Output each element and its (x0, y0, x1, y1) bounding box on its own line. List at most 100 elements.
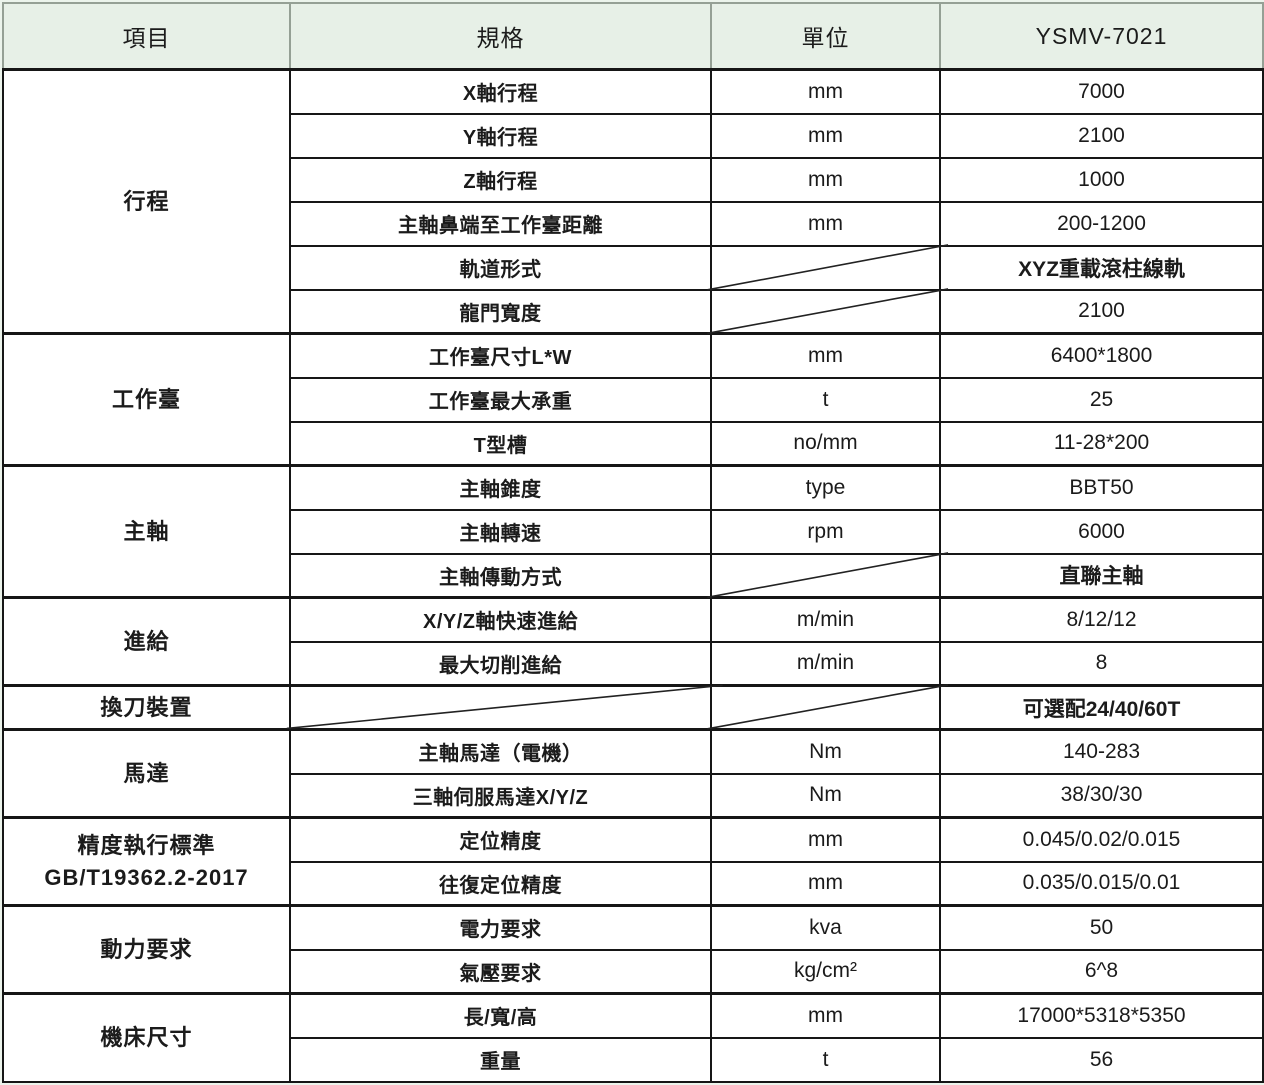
unit-cell: kg/cm² (710, 948, 941, 995)
unit-cell: Nm (710, 728, 941, 775)
spec-cell: 電力要求 (289, 904, 712, 951)
spec-cell: T型槽 (289, 420, 712, 467)
value-cell: 56 (939, 1036, 1264, 1083)
unit-cell: m/min (710, 596, 941, 643)
spec-cell: 往復定位精度 (289, 860, 712, 907)
table-row: 進給 X/Y/Z軸快速進給 m/min 8/12/12 (2, 596, 1264, 687)
spec-cell: 氣壓要求 (289, 948, 712, 995)
unit-cell: mm (710, 816, 941, 863)
unit-cell: mm (710, 68, 941, 115)
table-row: 動力要求 電力要求 kva 50 (2, 904, 1264, 995)
item-cell-motor: 馬達 (2, 728, 291, 819)
item-cell-worktable: 工作臺 (2, 332, 291, 467)
spec-cell: 工作臺最大承重 (289, 376, 712, 423)
unit-cell: t (710, 1036, 941, 1083)
value-cell: 7000 (939, 68, 1264, 115)
table-row: 行程 X軸行程 mm 7000 (2, 68, 1264, 335)
table-row: 最大切削進給 m/min 8 (3, 640, 1264, 687)
table-row: 龍門寬度 2100 (3, 288, 1264, 335)
value-cell: 2100 (939, 288, 1264, 335)
item-cell-machine-size: 機床尺寸 (2, 992, 291, 1083)
spec-cell: 主軸鼻端至工作臺距離 (289, 200, 712, 247)
spec-cell: X/Y/Z軸快速進給 (289, 596, 712, 643)
value-cell: 8 (939, 640, 1264, 687)
value-cell: 11-28*200 (939, 420, 1264, 467)
header-unit: 單位 (710, 2, 941, 71)
unit-cell-na (711, 290, 940, 335)
spec-cell: Z軸行程 (289, 156, 712, 203)
table-row: 重量 t 56 (3, 1036, 1264, 1083)
spec-cell: Y軸行程 (289, 112, 712, 159)
table-row: Z軸行程 mm 1000 (3, 156, 1264, 203)
unit-cell: m/min (710, 640, 941, 687)
spec-cell: 主軸錐度 (289, 464, 712, 511)
table-row: 主軸傳動方式 直聯主軸 (3, 552, 1264, 599)
na-slash-icon (712, 555, 939, 597)
spec-cell: 主軸傳動方式 (289, 552, 712, 599)
unit-cell: t (710, 376, 941, 423)
unit-cell: mm (710, 156, 941, 203)
spec-cell: 定位精度 (289, 816, 712, 863)
unit-cell: mm (710, 332, 941, 379)
table-row: 馬達 主軸馬達（電機） Nm 140-283 (2, 728, 1264, 819)
table-row: 機床尺寸 長/寬/高 mm 17000*5318*5350 (2, 992, 1264, 1083)
unit-cell: mm (710, 112, 941, 159)
unit-cell: Nm (710, 772, 941, 819)
value-cell: 50 (939, 904, 1264, 951)
value-cell: 可選配24/40/60T (939, 684, 1264, 731)
spec-cell: 軌道形式 (289, 244, 712, 291)
value-cell: 38/30/30 (939, 772, 1264, 819)
value-cell: 0.035/0.015/0.01 (939, 860, 1264, 907)
header-model: YSMV-7021 (939, 2, 1264, 71)
table-row: 軌道形式 XYZ重載滾柱線軌 (3, 244, 1264, 291)
item-cell-tool-changer: 換刀裝置 (2, 684, 291, 731)
table-row: 主軸 主軸錐度 type BBT50 (2, 464, 1264, 599)
na-slash-icon (712, 291, 939, 333)
unit-cell: rpm (710, 508, 941, 555)
table-row: 三軸伺服馬達X/Y/Z Nm 38/30/30 (3, 772, 1264, 819)
table-row: 換刀裝置 可選配24/40/60T (2, 684, 1264, 731)
value-cell: 6000 (939, 508, 1264, 555)
table-row: 主軸鼻端至工作臺距離 mm 200-1200 (3, 200, 1264, 247)
value-cell: 直聯主軸 (939, 552, 1264, 599)
item-cell-accuracy-standard: 精度執行標準 GB/T19362.2-2017 (2, 816, 291, 907)
value-cell: 6^8 (939, 948, 1264, 995)
value-cell: 0.045/0.02/0.015 (939, 816, 1264, 863)
spec-cell: 長/寬/高 (289, 992, 712, 1039)
na-slash-icon (712, 687, 939, 728)
item-cell-spindle: 主軸 (2, 464, 291, 599)
table-row: 氣壓要求 kg/cm² 6^8 (3, 948, 1264, 995)
value-cell: 25 (939, 376, 1264, 423)
unit-cell: mm (710, 860, 941, 907)
value-cell: 6400*1800 (939, 332, 1264, 379)
spec-cell: 龍門寬度 (289, 288, 712, 335)
spec-cell: 重量 (289, 1036, 712, 1083)
unit-cell: kva (710, 904, 941, 951)
unit-cell: mm (710, 992, 941, 1039)
value-cell: 2100 (939, 112, 1264, 159)
header-spec: 規格 (289, 2, 712, 71)
unit-cell-na (711, 246, 940, 291)
table-row: T型槽 no/mm 11-28*200 (3, 420, 1264, 467)
table-row: 精度執行標準 GB/T19362.2-2017 定位精度 mm 0.045/0.… (2, 816, 1264, 907)
item-cell-feed: 進給 (2, 596, 291, 687)
spec-cell: 主軸馬達（電機） (289, 728, 712, 775)
unit-cell: mm (710, 200, 941, 247)
spec-cell: X軸行程 (289, 68, 712, 115)
value-cell: 200-1200 (939, 200, 1264, 247)
item-cell-travel: 行程 (2, 68, 291, 335)
table-row: Y軸行程 mm 2100 (3, 112, 1264, 159)
spec-cell: 主軸轉速 (289, 508, 712, 555)
table-row: 工作臺最大承重 t 25 (3, 376, 1264, 423)
value-cell: 140-283 (939, 728, 1264, 775)
na-slash-icon (712, 247, 939, 289)
header-row: 項目 規格 單位 YSMV-7021 (2, 2, 1264, 71)
spec-cell: 工作臺尺寸L*W (289, 332, 712, 379)
unit-cell-na (711, 554, 940, 599)
spec-cell-na (290, 684, 711, 731)
value-cell: 8/12/12 (939, 596, 1264, 643)
table-row: 工作臺 工作臺尺寸L*W mm 6400*1800 (2, 332, 1264, 467)
na-slash-icon (291, 687, 710, 728)
